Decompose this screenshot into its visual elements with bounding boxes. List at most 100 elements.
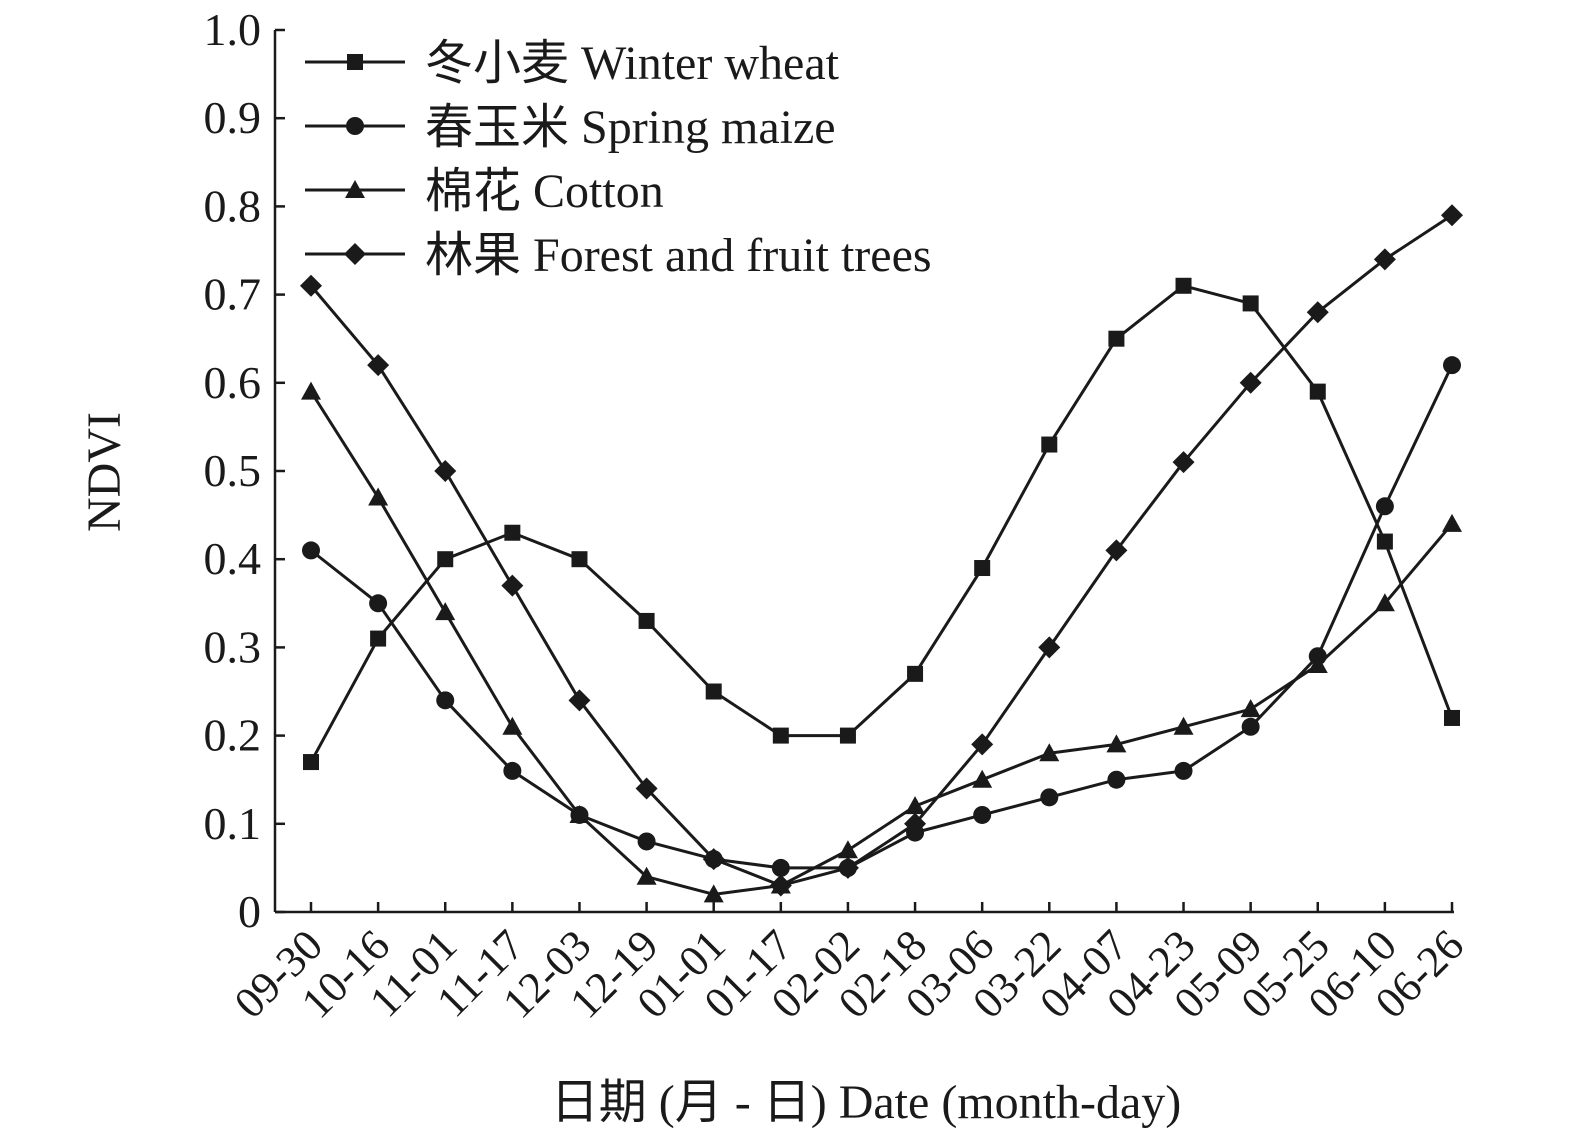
data-point xyxy=(435,602,456,621)
series-diamond xyxy=(300,204,1463,897)
y-tick-label: 1.0 xyxy=(204,4,262,55)
data-point xyxy=(1040,788,1059,807)
y-tick-label: 0.3 xyxy=(204,621,262,672)
data-point xyxy=(1038,636,1061,659)
y-tick-label: 0.6 xyxy=(204,357,262,408)
data-point xyxy=(368,487,389,506)
data-point xyxy=(839,727,856,744)
data-point xyxy=(503,761,522,780)
chart-ticks: 00.10.20.30.40.50.60.70.80.91.009-3010-1… xyxy=(204,4,1474,1028)
legend-label: 林果 Forest and fruit trees xyxy=(425,229,932,282)
data-point xyxy=(635,777,658,800)
y-tick-label: 0.2 xyxy=(204,710,262,761)
legend-label: 棉花 Cotton xyxy=(425,165,664,218)
legend-label: 冬小麦 Winter wheat xyxy=(425,37,840,90)
data-point xyxy=(637,832,656,851)
data-point xyxy=(504,524,521,541)
data-point xyxy=(1444,709,1460,726)
data-point xyxy=(1173,716,1194,735)
data-point xyxy=(705,683,722,700)
data-point xyxy=(638,612,655,629)
data-point xyxy=(571,551,588,568)
data-point xyxy=(1175,277,1192,294)
y-axis-label: NDVI xyxy=(78,412,131,532)
data-point xyxy=(301,381,321,400)
data-point xyxy=(907,665,924,682)
data-point xyxy=(1241,717,1260,736)
data-point xyxy=(972,769,993,788)
data-point xyxy=(1239,371,1262,394)
legend-label: 春玉米 Spring maize xyxy=(425,101,836,154)
y-tick-label: 0.9 xyxy=(204,92,262,143)
legend-marker xyxy=(346,117,364,135)
chart-legend: 冬小麦 Winter wheat 春玉米 Spring maize 棉花 Cotto… xyxy=(305,37,932,282)
data-point xyxy=(501,574,524,597)
data-point xyxy=(300,274,322,297)
data-point xyxy=(1442,513,1462,532)
data-point xyxy=(437,551,454,568)
series-line xyxy=(309,390,1454,896)
data-point xyxy=(1107,770,1126,789)
legend-item: 林果 Forest and fruit trees xyxy=(305,229,932,282)
data-point xyxy=(974,560,991,577)
data-point xyxy=(1309,383,1326,400)
data-point xyxy=(1376,533,1393,550)
data-point xyxy=(772,727,789,744)
data-point xyxy=(837,840,858,859)
legend-item: 棉花 Cotton xyxy=(305,165,664,218)
data-point xyxy=(302,541,320,560)
series-line xyxy=(309,213,1453,888)
data-point xyxy=(1375,497,1394,516)
legend-item: 春玉米 Spring maize xyxy=(305,101,836,154)
data-point xyxy=(1039,743,1060,762)
chart-series xyxy=(300,204,1463,903)
data-point xyxy=(904,812,927,835)
data-point xyxy=(636,866,657,885)
data-point xyxy=(1373,248,1396,271)
data-point xyxy=(836,856,859,879)
data-point xyxy=(905,796,926,815)
data-point xyxy=(568,689,591,712)
data-point xyxy=(303,754,319,771)
y-tick-label: 0.4 xyxy=(204,533,262,584)
y-tick-label: 0.8 xyxy=(204,180,262,231)
x-axis-label: 日期 (月 - 日) Date (month-day) xyxy=(551,1076,1182,1129)
series-circle xyxy=(302,356,1461,877)
data-point xyxy=(1441,204,1463,227)
data-point xyxy=(1443,356,1461,375)
series-triangle xyxy=(301,381,1462,903)
data-point xyxy=(971,733,994,756)
data-point xyxy=(973,805,992,824)
data-point xyxy=(502,716,523,735)
y-tick-label: 0.5 xyxy=(204,445,262,496)
series-line xyxy=(309,284,1454,763)
data-point xyxy=(1307,655,1328,674)
data-point xyxy=(369,594,388,613)
data-point xyxy=(1240,699,1261,718)
data-point xyxy=(1108,330,1125,347)
data-point xyxy=(1174,761,1193,780)
y-tick-label: 0.7 xyxy=(204,269,262,320)
data-point xyxy=(771,858,790,877)
y-tick-label: 0 xyxy=(238,886,261,937)
data-point xyxy=(1041,436,1058,453)
data-point xyxy=(370,630,387,647)
data-point xyxy=(1242,295,1259,312)
legend-marker xyxy=(344,243,366,265)
data-point xyxy=(569,804,590,823)
legend-marker xyxy=(347,54,363,70)
data-point xyxy=(1105,539,1128,562)
legend-item: 冬小麦 Winter wheat xyxy=(305,37,840,90)
data-point xyxy=(769,874,792,897)
data-point xyxy=(1172,451,1195,474)
data-point xyxy=(436,691,455,710)
data-point xyxy=(367,354,390,377)
data-point xyxy=(434,460,457,482)
data-point xyxy=(1106,734,1127,753)
data-point xyxy=(702,848,725,871)
y-tick-label: 0.1 xyxy=(204,798,262,849)
data-point xyxy=(1374,593,1395,612)
legend-marker xyxy=(345,180,365,198)
